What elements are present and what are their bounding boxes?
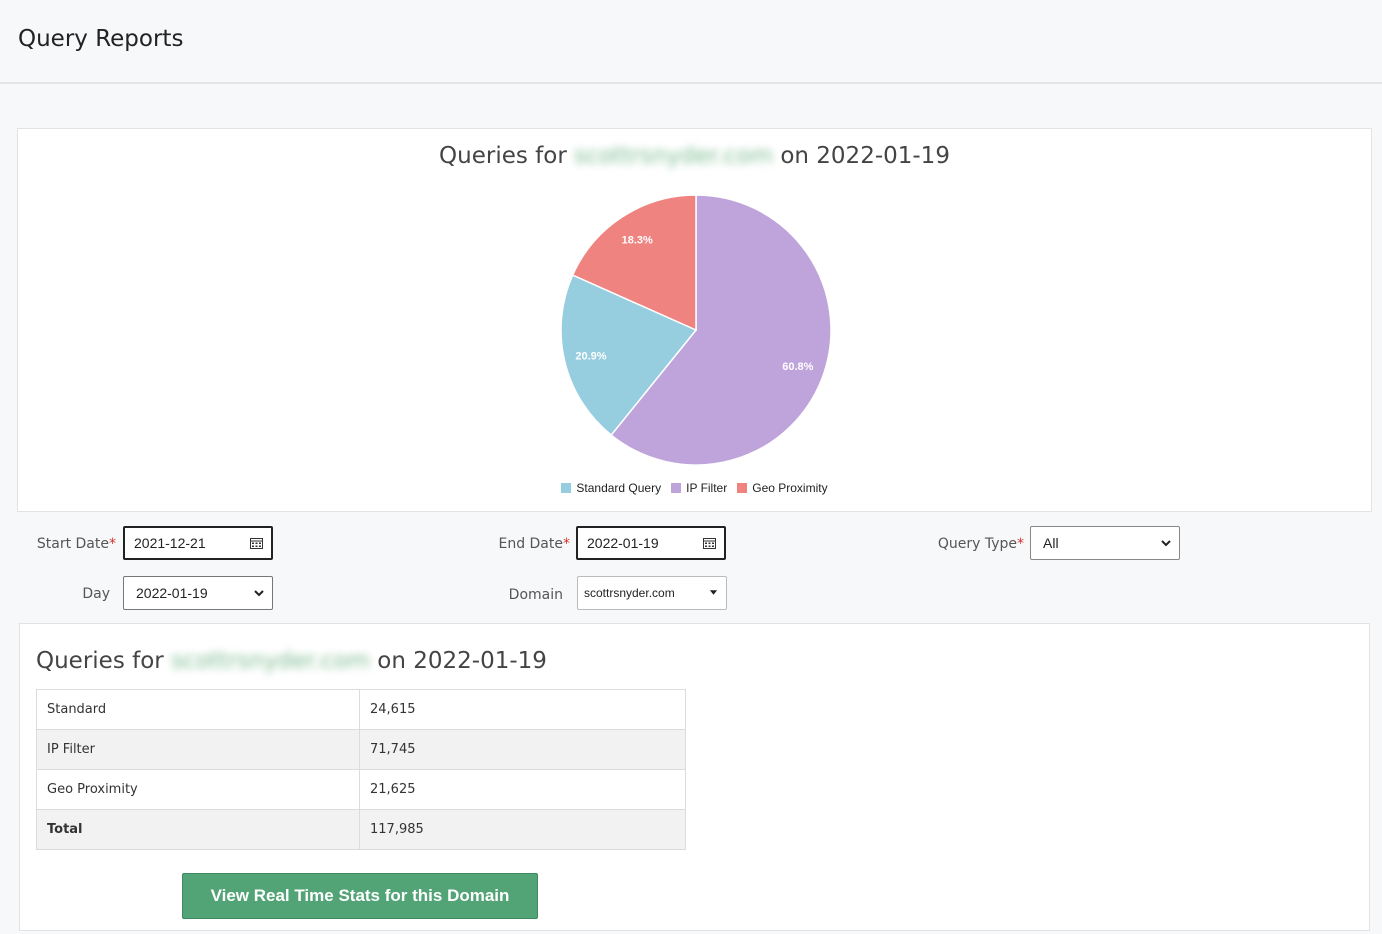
chart-title-suffix: on 2022-01-19 (780, 143, 950, 169)
legend-swatch (737, 483, 748, 493)
pie-slice-ip-filter[interactable] (610, 194, 832, 466)
calendar-icon[interactable] (703, 537, 716, 549)
legend-item[interactable]: IP Filter (671, 481, 727, 495)
query-type-label: Query Type* (937, 536, 1024, 552)
view-real-time-stats-button[interactable]: View Real Time Stats for this Domain (182, 873, 538, 919)
chart-panel: Queries for scottrsnyder.com on 2022-01-… (17, 128, 1372, 512)
stats-table: Standard 24,615 IP Filter 71,745 Geo Pro… (36, 689, 686, 850)
page-header: Query Reports (0, 0, 1382, 84)
chevron-down-icon (1161, 540, 1171, 547)
chart-legend: Standard Query IP Filter Geo Proximity (18, 481, 1371, 495)
stats-title-suffix: on 2022-01-19 (377, 648, 547, 674)
domain-label: Domain (508, 587, 563, 603)
page-title: Query Reports (18, 26, 184, 52)
pie-label: 20.9% (575, 350, 606, 362)
domain-select[interactable]: scottrsnyder.com (577, 576, 727, 610)
end-date-label: End Date* (498, 536, 570, 552)
pie-slice-geo-proximity[interactable] (571, 194, 697, 332)
query-type-value: All (1043, 535, 1059, 551)
pie-label: 18.3% (622, 234, 653, 246)
day-select[interactable]: 2022-01-19 (123, 576, 273, 610)
row-value: 21,625 (359, 769, 686, 810)
day-label: Day (82, 586, 110, 602)
total-label: Total (36, 809, 360, 850)
row-value: 71,745 (359, 729, 686, 770)
calendar-icon[interactable] (250, 537, 263, 549)
caret-down-icon (709, 590, 718, 595)
table-row: Geo Proximity 21,625 (36, 769, 686, 810)
row-value: 24,615 (359, 689, 686, 730)
legend-item[interactable]: Standard Query (561, 481, 661, 495)
stats-title-domain: scottrsnyder.com (171, 648, 370, 674)
row-label: Standard (36, 689, 360, 730)
stats-title-prefix: Queries for (36, 648, 164, 674)
total-value: 117,985 (359, 809, 686, 850)
end-date-input[interactable]: 2022-01-19 (576, 526, 726, 560)
legend-label: Geo Proximity (752, 481, 828, 495)
start-date-label: Start Date* (36, 536, 116, 552)
table-row: Standard 24,615 (36, 689, 686, 730)
row-label: IP Filter (36, 729, 360, 770)
pie-chart: 60.8% 20.9% 18.3% (560, 194, 832, 466)
chart-title-domain: scottrsnyder.com (574, 143, 774, 169)
table-row-total: Total 117,985 (36, 809, 686, 850)
chart-title: Queries for scottrsnyder.com on 2022-01-… (18, 143, 1371, 169)
chevron-down-icon (254, 590, 264, 597)
row-label: Geo Proximity (36, 769, 360, 810)
legend-label: IP Filter (686, 481, 728, 495)
legend-swatch (561, 483, 572, 493)
chart-title-prefix: Queries for (439, 143, 567, 169)
domain-value: scottrsnyder.com (584, 586, 675, 600)
end-date-value: 2022-01-19 (587, 535, 659, 551)
start-date-value: 2021-12-21 (134, 535, 206, 551)
legend-item[interactable]: Geo Proximity (737, 481, 828, 495)
stats-title: Queries for scottrsnyder.com on 2022-01-… (36, 648, 547, 674)
day-value: 2022-01-19 (136, 585, 208, 601)
legend-swatch (671, 483, 682, 493)
start-date-input[interactable]: 2021-12-21 (123, 526, 273, 560)
query-type-select[interactable]: All (1030, 526, 1180, 560)
stats-panel: Queries for scottrsnyder.com on 2022-01-… (19, 623, 1370, 931)
pie-label: 60.8% (782, 361, 813, 373)
table-row: IP Filter 71,745 (36, 729, 686, 770)
legend-label: Standard Query (576, 481, 662, 495)
